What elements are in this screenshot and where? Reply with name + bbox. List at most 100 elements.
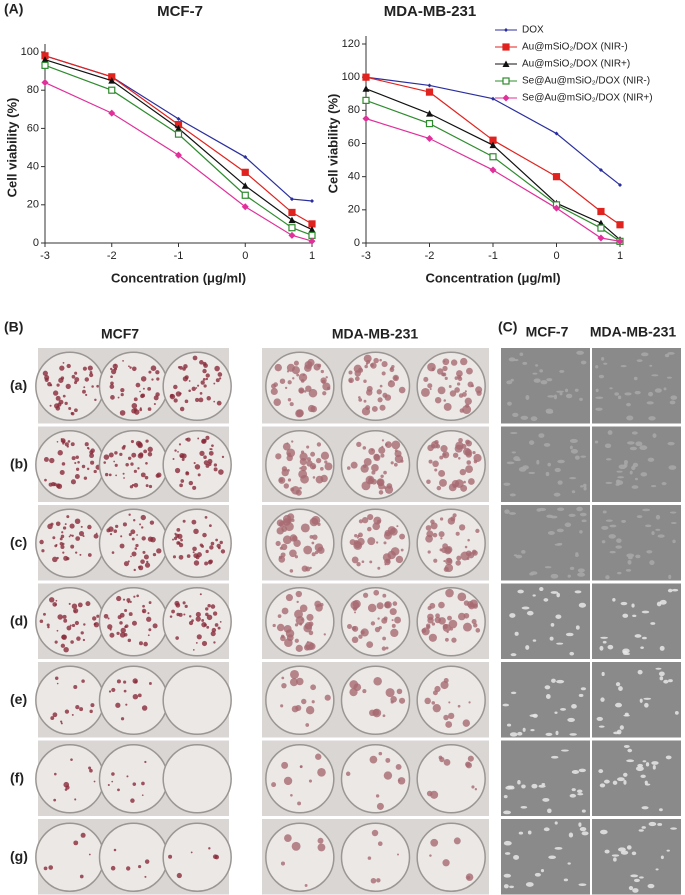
colony: [464, 545, 468, 549]
colony: [463, 622, 472, 632]
colony: [379, 358, 382, 362]
cell: [659, 808, 663, 812]
y-tick-label: 100: [342, 71, 360, 83]
colony: [385, 443, 388, 446]
cell: [550, 591, 559, 594]
colony: [193, 528, 199, 535]
colony: [397, 777, 406, 785]
cell: [577, 792, 584, 796]
dish: [416, 665, 486, 735]
colony: [178, 554, 184, 560]
colony: [325, 376, 328, 379]
colony: [145, 439, 149, 443]
colony: [376, 541, 379, 544]
cell: [627, 748, 633, 753]
colony: [79, 874, 84, 879]
cell: [604, 443, 612, 449]
cell: [539, 369, 544, 373]
colony: [214, 623, 219, 627]
colony: [123, 561, 129, 567]
point: [362, 73, 370, 81]
colony: [156, 548, 162, 554]
cell: [515, 554, 523, 559]
colony: [194, 464, 201, 470]
colony: [295, 677, 304, 686]
colony: [125, 703, 128, 706]
colony: [445, 557, 453, 566]
colony: [152, 623, 158, 629]
colony: [320, 451, 330, 460]
colony: [55, 395, 61, 401]
cell: [639, 698, 643, 703]
colony: [217, 626, 221, 630]
colony: [384, 485, 394, 494]
legend-marker: [502, 43, 510, 51]
colony: [293, 360, 299, 366]
colony: [47, 625, 50, 629]
colony: [197, 473, 201, 477]
point: [426, 110, 433, 117]
colony: [442, 365, 448, 372]
cell: [504, 509, 510, 514]
colony: [443, 560, 446, 563]
point: [308, 220, 316, 228]
cell: [635, 441, 643, 447]
colony: [132, 782, 137, 786]
colony: [113, 848, 117, 852]
colony: [131, 403, 138, 409]
colony: [430, 838, 439, 847]
colony: [378, 490, 384, 495]
column-label: MDA-MB-231: [332, 326, 419, 342]
cell: [575, 552, 579, 555]
colony: [448, 701, 451, 704]
colony: [66, 556, 70, 561]
point: [618, 182, 622, 187]
colony: [279, 378, 286, 384]
cell: [647, 883, 655, 889]
cell: [616, 538, 622, 543]
cell: [569, 651, 575, 656]
colony: [308, 779, 313, 783]
colony: [146, 616, 152, 622]
micrograph: [592, 505, 681, 581]
colony: [58, 377, 64, 383]
colony: [75, 551, 78, 554]
colony: [70, 412, 74, 415]
colony: [77, 602, 83, 608]
cell: [550, 573, 559, 579]
colony: [186, 437, 189, 440]
colony: [280, 861, 286, 866]
colony: [206, 625, 210, 629]
dish: [340, 665, 411, 735]
colony: [467, 755, 474, 762]
colony: [89, 372, 94, 378]
colony: [107, 783, 110, 787]
cell: [603, 362, 608, 365]
colony: [138, 641, 143, 646]
colony: [434, 440, 439, 445]
colony: [378, 751, 383, 756]
cell: [669, 511, 677, 514]
colony: [437, 386, 446, 395]
colony: [475, 628, 481, 633]
y-axis-label: Cell viability (%): [325, 94, 340, 194]
colony: [120, 393, 124, 397]
colony: [141, 794, 144, 796]
colony: [298, 373, 308, 382]
colony: [49, 404, 52, 407]
colony: [443, 403, 452, 411]
colony: [94, 398, 97, 402]
colony: [299, 765, 303, 769]
colony: [53, 798, 57, 802]
colony: [193, 560, 200, 566]
colony: [323, 633, 326, 636]
cell: [577, 572, 586, 577]
cell: [651, 531, 655, 536]
colony: [175, 636, 179, 640]
cell: [579, 397, 583, 401]
colony: [455, 560, 461, 566]
cell: [640, 774, 646, 779]
colony: [50, 716, 55, 720]
colony: [52, 602, 58, 607]
x-axis-label: Concentration (μg/ml): [111, 270, 246, 285]
